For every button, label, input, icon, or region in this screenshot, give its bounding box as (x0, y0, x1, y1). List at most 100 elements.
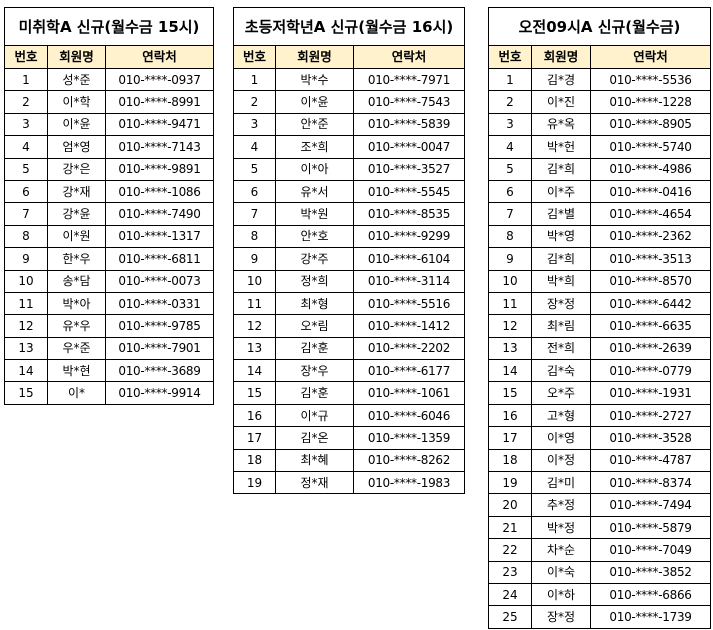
contact-phone: 010-****-3528 (589, 426, 712, 450)
contact-phone: 010-****-0779 (589, 359, 712, 383)
contact-phone: 010-****-0047 (352, 135, 466, 159)
member-name: 오*주 (531, 381, 591, 405)
row-number: 23 (488, 560, 532, 584)
contact-phone: 010-****-9299 (352, 224, 466, 249)
row-number: 3 (4, 112, 48, 137)
member-name: 이*원 (47, 224, 106, 249)
row-number: 9 (488, 247, 532, 271)
member-name: 엄*영 (47, 135, 106, 159)
table-row: 2 이*윤 010-****-7543 (233, 90, 466, 114)
row-number: 14 (488, 359, 532, 383)
table-row: 14 장*우 010-****-6177 (233, 359, 466, 383)
table-row: 3 유*옥 010-****-8905 (488, 112, 712, 137)
contact-phone: 010-****-7143 (104, 135, 215, 159)
row-number: 11 (4, 291, 48, 316)
row-number: 13 (488, 336, 532, 361)
member-name: 이*윤 (275, 90, 354, 114)
row-number: 4 (4, 135, 48, 159)
row-number: 19 (488, 471, 532, 495)
member-name: 김*희 (531, 247, 591, 271)
row-number: 8 (488, 224, 532, 249)
row-number: 11 (233, 291, 276, 316)
member-name: 장*우 (275, 359, 354, 383)
contact-phone: 010-****-8991 (104, 90, 215, 114)
contact-phone: 010-****-0937 (104, 67, 215, 92)
member-name: 박*정 (531, 515, 591, 540)
row-number: 3 (488, 112, 532, 137)
class-table-morning-09-a: 오전09시A 신규(월수금) 번호 회원명 연락처 1 김*경 010-****-5536 2… (487, 7, 712, 629)
contact-phone: 010-****-5536 (589, 67, 712, 92)
row-number: 13 (233, 336, 276, 361)
contact-phone: 010-****-7490 (104, 202, 215, 226)
member-name: 송*담 (47, 269, 106, 293)
row-number: 5 (233, 157, 276, 181)
class-table-lower-elementary-a: 초등저학년A 신규(월수금 16시) 번호 회원명 연락처 1 박*수 010-****-7… (232, 7, 466, 495)
table-row: 7 김*별 010-****-4654 (488, 202, 712, 226)
row-number: 16 (488, 403, 532, 428)
contact-phone: 010-****-8374 (589, 471, 712, 495)
row-number: 9 (4, 247, 48, 271)
row-number: 19 (233, 471, 276, 495)
table-row: 8 박*영 010-****-2362 (488, 224, 712, 249)
table-row: 7 강*윤 010-****-7490 (4, 202, 215, 226)
contact-phone: 010-****-8535 (352, 202, 466, 226)
table-row: 22 차*순 010-****-7049 (488, 538, 712, 562)
table-row: 25 장*정 010-****-1739 (488, 605, 712, 629)
row-number: 10 (4, 269, 48, 293)
contact-phone: 010-****-6177 (352, 359, 466, 383)
row-number: 9 (233, 247, 276, 271)
header-row: 번호 회원명 연락처 (4, 45, 215, 69)
member-name: 박*현 (47, 359, 106, 383)
contact-phone: 010-****-6635 (589, 314, 712, 338)
table-row: 11 장*정 010-****-6442 (488, 291, 712, 316)
row-number: 1 (4, 67, 48, 92)
contact-phone: 010-****-3689 (104, 359, 215, 383)
table-title: 오전09시A 신규(월수금) (487, 7, 712, 46)
member-name: 유*우 (47, 314, 106, 338)
table-row: 19 김*미 010-****-8374 (488, 471, 712, 495)
row-number: 6 (4, 179, 48, 204)
row-number: 18 (488, 448, 532, 473)
member-name: 최*형 (275, 291, 354, 316)
contact-phone: 010-****-7494 (589, 493, 712, 517)
member-name: 장*정 (531, 605, 591, 629)
row-number: 4 (488, 135, 532, 159)
member-name: 장*정 (531, 291, 591, 316)
table-row: 9 김*희 010-****-3513 (488, 247, 712, 271)
row-number: 20 (488, 493, 532, 517)
table-row: 12 최*림 010-****-6635 (488, 314, 712, 338)
table-row: 6 유*서 010-****-5545 (233, 179, 466, 204)
table-row: 5 강*은 010-****-9891 (4, 157, 215, 181)
contact-phone: 010-****-5516 (352, 291, 466, 316)
contact-phone: 010-****-5740 (589, 135, 712, 159)
member-name: 박*아 (47, 291, 106, 316)
table-row: 13 전*희 010-****-2639 (488, 336, 712, 361)
table-row: 13 우*준 010-****-7901 (4, 336, 215, 361)
table-title: 미취학A 신규(월수금 15시) (3, 7, 215, 46)
table-row: 11 최*형 010-****-5516 (233, 291, 466, 316)
contact-phone: 010-****-1086 (104, 179, 215, 204)
table-row: 10 박*희 010-****-8570 (488, 269, 712, 293)
member-name: 유*서 (275, 179, 354, 204)
column-header-number: 번호 (233, 45, 276, 69)
contact-phone: 010-****-8570 (589, 269, 712, 293)
contact-phone: 010-****-9471 (104, 112, 215, 137)
contact-phone: 010-****-6811 (104, 247, 215, 271)
contact-phone: 010-****-2362 (589, 224, 712, 249)
row-number: 2 (4, 90, 48, 114)
row-number: 17 (488, 426, 532, 450)
contact-phone: 010-****-7543 (352, 90, 466, 114)
table-row: 6 강*재 010-****-1086 (4, 179, 215, 204)
member-name: 우*준 (47, 336, 106, 361)
member-name: 차*순 (531, 538, 591, 562)
row-number: 5 (488, 157, 532, 181)
contact-phone: 010-****-1739 (589, 605, 712, 629)
contact-phone: 010-****-4986 (589, 157, 712, 181)
table-row: 15 오*주 010-****-1931 (488, 381, 712, 405)
table-row: 4 엄*영 010-****-7143 (4, 135, 215, 159)
member-name: 전*희 (531, 336, 591, 361)
contact-phone: 010-****-9891 (104, 157, 215, 181)
header-row: 번호 회원명 연락처 (233, 45, 466, 69)
column-header-number: 번호 (4, 45, 48, 69)
contact-phone: 010-****-1412 (352, 314, 466, 338)
